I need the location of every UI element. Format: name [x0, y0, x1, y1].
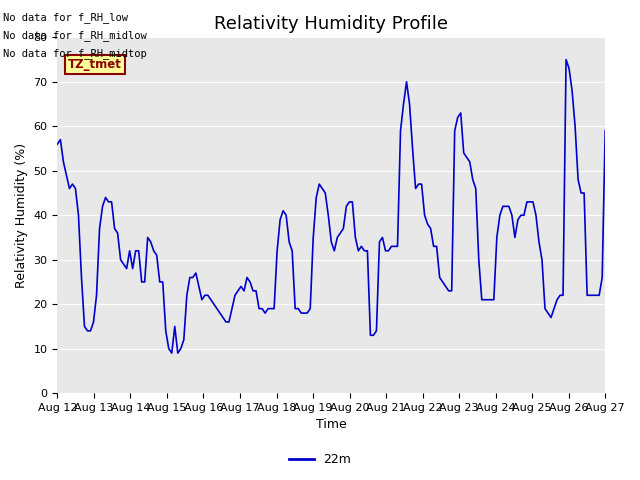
Title: Relativity Humidity Profile: Relativity Humidity Profile	[214, 15, 448, 33]
Legend: 22m: 22m	[284, 448, 356, 471]
Text: No data for f_RH_midlow: No data for f_RH_midlow	[3, 30, 147, 41]
Text: No data for f_RH_low: No data for f_RH_low	[3, 12, 128, 23]
Text: TZ_tmet: TZ_tmet	[68, 58, 122, 71]
Text: No data for f_RH_midtop: No data for f_RH_midtop	[3, 48, 147, 60]
X-axis label: Time: Time	[316, 419, 347, 432]
Y-axis label: Relativity Humidity (%): Relativity Humidity (%)	[15, 143, 28, 288]
